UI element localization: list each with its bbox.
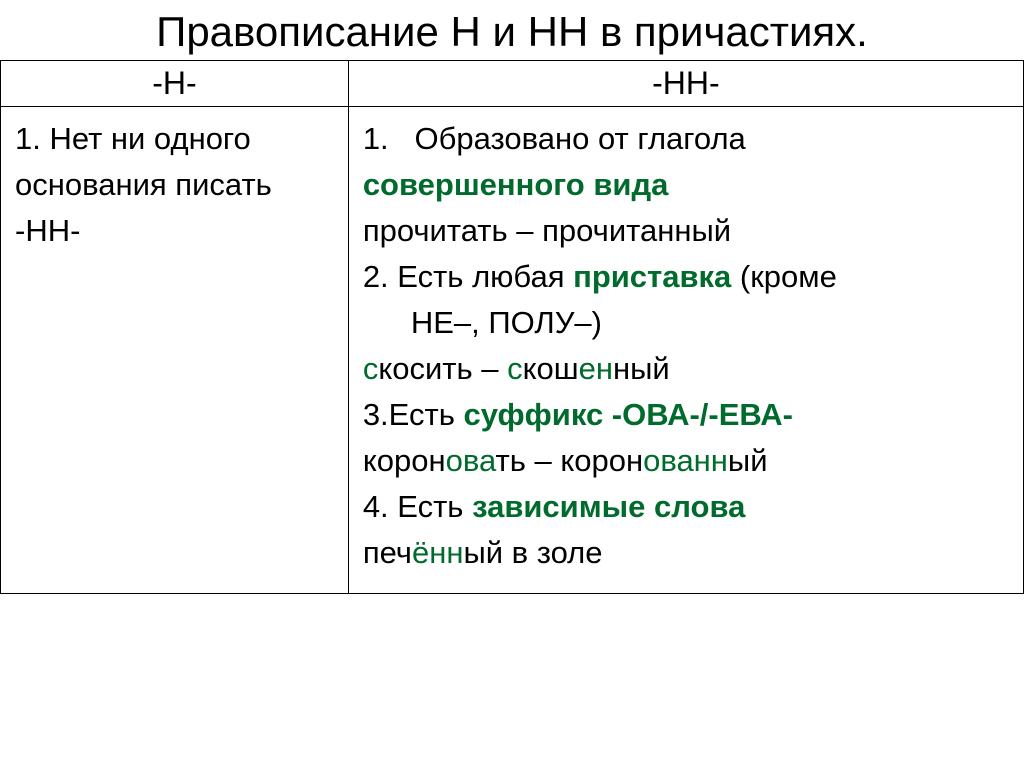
r1b: Образовано от глагола bbox=[415, 121, 746, 156]
r-line-8: короновать – коронованный bbox=[363, 439, 1009, 483]
slide-title: Правописание Н и НН в причастиях. bbox=[0, 0, 1024, 60]
cell-nn: 1. Образовано от глагола совершенного ви… bbox=[348, 107, 1023, 594]
r10c: ый в золе bbox=[463, 535, 602, 570]
r-line-4: 2. Есть любая приставка (кроме bbox=[363, 255, 1009, 299]
r-line-1: 1. Образовано от глагола bbox=[363, 117, 1009, 161]
r10a: печ bbox=[363, 535, 412, 570]
r6d: кош bbox=[523, 351, 579, 386]
r-line-3: прочитать – прочитанный bbox=[363, 209, 1009, 253]
slide-container: Правописание Н и НН в причастиях. -Н- -Н… bbox=[0, 0, 1024, 767]
r4b: приставка bbox=[573, 259, 731, 294]
left-line-2: основания писать bbox=[15, 163, 334, 207]
table-body-row: 1. Нет ни одного основания писать -НН- 1… bbox=[1, 107, 1024, 594]
r6f: н bbox=[613, 351, 630, 386]
r-line-2: совершенного вида bbox=[363, 163, 1009, 207]
r8e: ый bbox=[728, 443, 768, 478]
r-line-5: НЕ–, ПОЛУ–) bbox=[363, 301, 1009, 345]
r8a: корон bbox=[363, 443, 446, 478]
r8b: ова bbox=[446, 443, 496, 478]
left-line-1: 1. Нет ни одного bbox=[15, 117, 334, 161]
header-n: -Н- bbox=[1, 61, 349, 107]
r8c: ть – корон bbox=[496, 443, 644, 478]
r-line-7: 3.Есть суффикс -ОВА-/-ЕВА- bbox=[363, 393, 1009, 437]
r4a: 2. Есть любая bbox=[363, 259, 573, 294]
r6b: косить – bbox=[378, 351, 507, 386]
r6e: ен bbox=[579, 351, 613, 386]
r7b: суффикс -ОВА-/-ЕВА- bbox=[463, 397, 793, 432]
r8d: ованн bbox=[643, 443, 728, 478]
cell-n: 1. Нет ни одного основания писать -НН- bbox=[1, 107, 349, 594]
r9a: 4. Есть bbox=[363, 489, 472, 524]
r10b: ённ bbox=[412, 535, 463, 570]
r-line-10: печённый в золе bbox=[363, 531, 1009, 575]
r4c: (кроме bbox=[731, 259, 837, 294]
left-line-3: -НН- bbox=[15, 209, 334, 253]
r6c: с bbox=[507, 351, 523, 386]
r-line-9: 4. Есть зависимые слова bbox=[363, 485, 1009, 529]
r6a: с bbox=[363, 351, 379, 386]
r9b: зависимые слова bbox=[472, 489, 745, 524]
r1a: 1. bbox=[363, 121, 389, 156]
r-line-6: скосить – скошенный bbox=[363, 347, 1009, 391]
table-header-row: -Н- -НН- bbox=[1, 61, 1024, 107]
rules-table: -Н- -НН- 1. Нет ни одного основания писа… bbox=[0, 60, 1024, 594]
header-nn: -НН- bbox=[348, 61, 1023, 107]
r6g: ый bbox=[630, 351, 670, 386]
r2: совершенного вида bbox=[363, 167, 669, 202]
r7a: 3.Есть bbox=[363, 397, 464, 432]
